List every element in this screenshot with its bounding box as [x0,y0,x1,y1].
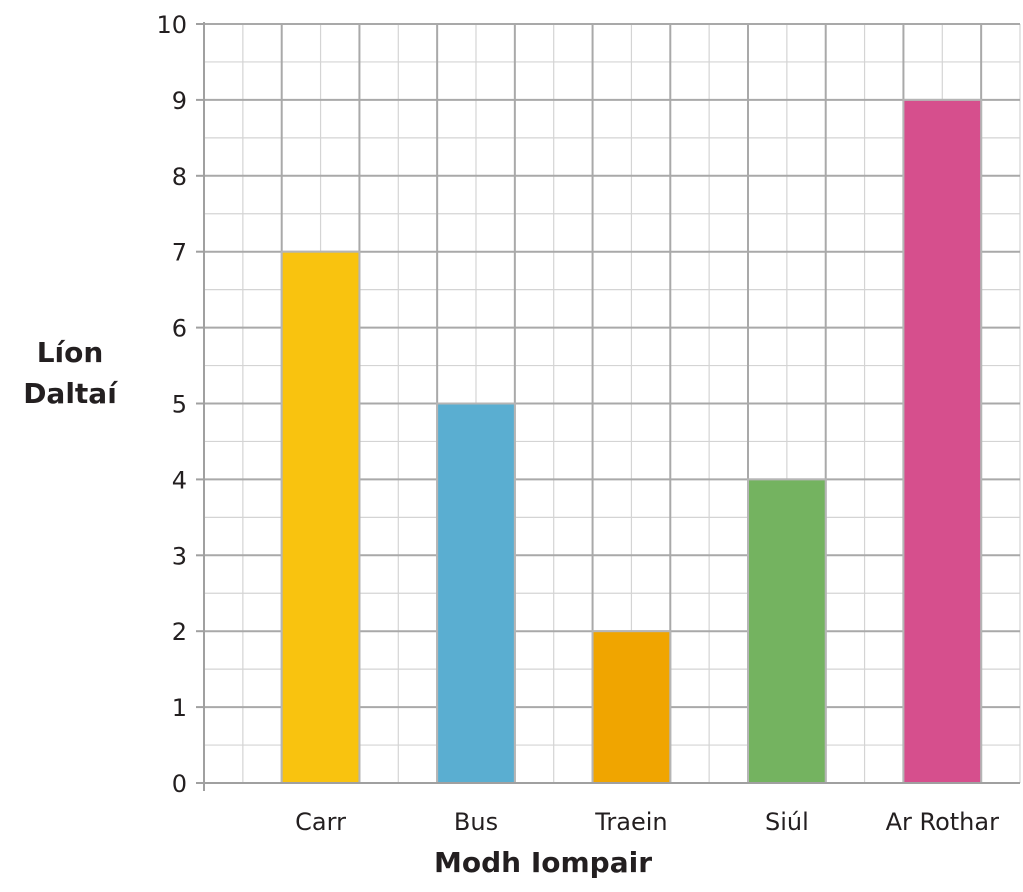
bar-carr [280,250,361,784]
y-tick-label: 6 [172,315,187,343]
y-axis-title-line-1: Líon [37,336,104,369]
y-tick-label: 3 [172,542,187,570]
y-tick-label: 4 [172,466,187,494]
y-tick-label: 1 [172,694,187,722]
x-tick-label: Traein [594,808,667,836]
y-tick-label: 8 [172,163,187,191]
bars [280,98,983,785]
labels: Carr Bus Traein Siúl Ar Rothar 0 1 2 3 4 5 6 7 8 9 10 [156,11,999,836]
y-axis-title-line-2: Daltaí [23,377,118,410]
y-tick-label: 7 [172,239,187,267]
y-tick-label: 0 [172,770,187,798]
axes [196,22,1020,791]
y-tick-label: 5 [172,391,187,419]
bar-ar-rothar [902,98,983,784]
x-axis-title: Modh Iompair [434,846,652,879]
x-tick-label: Bus [454,808,498,836]
bar-traein [591,630,672,785]
y-tick-label: 9 [172,87,187,115]
y-tick-label: 10 [156,11,187,39]
x-tick-label: Ar Rothar [886,808,1000,836]
x-tick-label: Carr [295,808,346,836]
y-tick-label: 2 [172,618,187,646]
bar-bus [436,402,516,784]
bar-si-l [747,478,827,784]
x-tick-label: Siúl [765,808,809,836]
